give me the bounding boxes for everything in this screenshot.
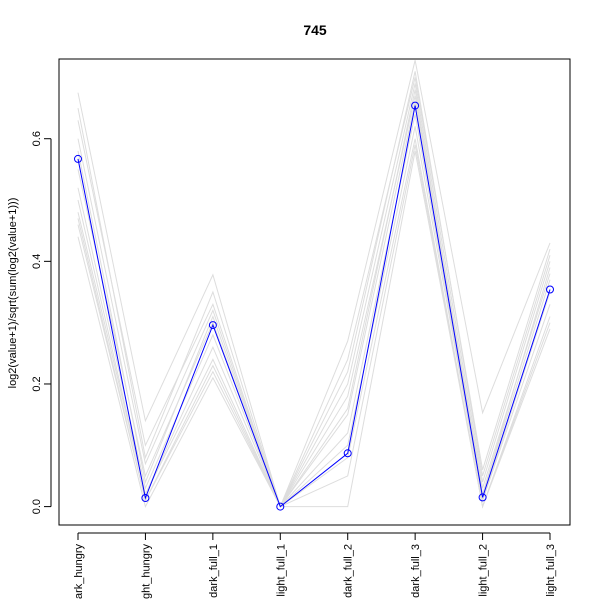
background-series-group (77, 60, 551, 509)
plot-frame (58, 58, 571, 526)
data-point (343, 449, 352, 458)
background-series-line-10 (77, 71, 551, 508)
x-tick-label: light_full_1 (275, 544, 287, 597)
x-tick-label: light_full_3 (545, 544, 557, 597)
x-tick-label: light_full_2 (478, 544, 490, 597)
data-point (141, 494, 150, 502)
background-series-line-1 (77, 60, 551, 509)
x-axis: ark_hungry ght_hungry dark_full_1 light_ful… (73, 532, 557, 600)
highlight-series-group (74, 101, 554, 511)
x-tick-label: dark_full_3 (410, 544, 422, 598)
background-series-line-3 (77, 83, 551, 508)
data-point (208, 321, 217, 330)
y-tick-label: 0.0 (31, 499, 43, 514)
background-series-line-4 (77, 95, 551, 508)
x-tick-label: ght_hungry (140, 544, 152, 600)
data-point (546, 285, 554, 294)
data-point (478, 493, 487, 502)
y-axis-label: log2(value+1)/sqrt(sum(log2(value+1))) (7, 198, 19, 389)
data-point (74, 154, 82, 163)
x-tick-label: dark_full_1 (208, 544, 220, 598)
highlight-series-line (77, 105, 551, 508)
y-axis: 0.0 0.2 0.4 0.6 (31, 131, 52, 514)
y-tick-label: 0.6 (31, 131, 43, 146)
y-tick-label: 0.2 (31, 376, 43, 391)
data-point (276, 502, 285, 511)
background-series-line-12 (77, 144, 551, 509)
background-series-line-11 (77, 89, 551, 508)
y-tick-label: 0.4 (31, 254, 43, 269)
data-point (411, 101, 420, 110)
background-series-line-2 (77, 77, 551, 508)
background-series-line-7 (77, 126, 551, 508)
chart-title: 745 (303, 22, 327, 38)
x-tick-label: ark_hungry (73, 544, 85, 600)
x-tick-label: dark_full_2 (343, 544, 355, 598)
